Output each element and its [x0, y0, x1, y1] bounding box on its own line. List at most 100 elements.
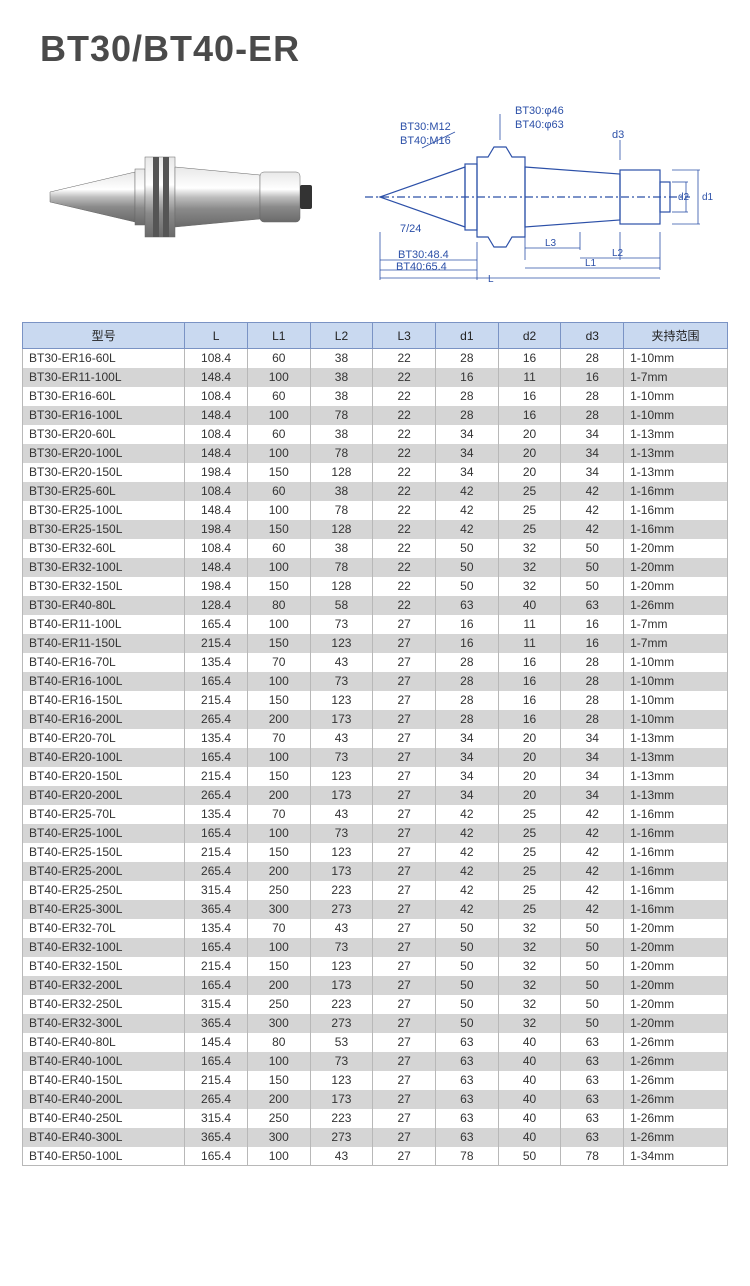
table-cell: 78: [436, 1147, 499, 1166]
table-cell: 135.4: [185, 729, 248, 748]
table-row: BT30-ER16-60L108.46038222816281-10mm: [23, 349, 728, 368]
table-cell: 60: [247, 387, 310, 406]
label-base-bt30: BT30:48.4: [398, 249, 449, 261]
table-cell: 365.4: [185, 1014, 248, 1033]
table-cell: 27: [373, 767, 436, 786]
table-cell: BT40-ER16-100L: [23, 672, 185, 691]
table-cell: 148.4: [185, 558, 248, 577]
table-cell: 150: [247, 767, 310, 786]
col-header: 型号: [23, 323, 185, 349]
label-d3: d3: [612, 129, 624, 141]
table-cell: 128.4: [185, 596, 248, 615]
table-cell: BT40-ER25-70L: [23, 805, 185, 824]
table-cell: 27: [373, 1090, 436, 1109]
table-row: BT30-ER32-100L148.410078225032501-20mm: [23, 558, 728, 577]
col-header: d3: [561, 323, 624, 349]
table-row: BT40-ER25-300L365.4300273274225421-16mm: [23, 900, 728, 919]
table-row: BT30-ER25-100L148.410078224225421-16mm: [23, 501, 728, 520]
table-cell: 365.4: [185, 1128, 248, 1147]
table-cell: 1-16mm: [624, 843, 728, 862]
table-cell: 70: [247, 729, 310, 748]
table-cell: 148.4: [185, 406, 248, 425]
table-cell: 16: [561, 615, 624, 634]
table-cell: 123: [310, 843, 373, 862]
table-cell: BT30-ER20-100L: [23, 444, 185, 463]
table-cell: 150: [247, 463, 310, 482]
table-cell: 265.4: [185, 1090, 248, 1109]
table-cell: 63: [436, 596, 499, 615]
table-cell: 25: [498, 900, 561, 919]
table-row: BT40-ER40-300L365.4300273276340631-26mm: [23, 1128, 728, 1147]
table-cell: 1-16mm: [624, 482, 728, 501]
table-cell: 123: [310, 691, 373, 710]
table-cell: 43: [310, 729, 373, 748]
label-flange-bt30: BT30:φ46: [515, 105, 564, 117]
table-cell: 27: [373, 1147, 436, 1166]
table-cell: BT40-ER16-70L: [23, 653, 185, 672]
table-cell: 42: [436, 900, 499, 919]
table-cell: 60: [247, 425, 310, 444]
table-cell: 40: [498, 1071, 561, 1090]
table-cell: 63: [561, 596, 624, 615]
table-cell: 16: [498, 710, 561, 729]
table-cell: 1-10mm: [624, 672, 728, 691]
table-cell: 50: [436, 558, 499, 577]
table-cell: 16: [498, 653, 561, 672]
table-cell: BT40-ER20-150L: [23, 767, 185, 786]
table-cell: BT40-ER32-200L: [23, 976, 185, 995]
table-cell: 38: [310, 368, 373, 387]
table-cell: 165.4: [185, 976, 248, 995]
table-cell: 38: [310, 349, 373, 368]
table-cell: BT40-ER16-150L: [23, 691, 185, 710]
table-cell: 1-20mm: [624, 938, 728, 957]
table-cell: 25: [498, 881, 561, 900]
table-cell: 38: [310, 539, 373, 558]
table-row: BT30-ER32-150L198.4150128225032501-20mm: [23, 577, 728, 596]
table-row: BT40-ER11-100L165.410073271611161-7mm: [23, 615, 728, 634]
table-cell: 28: [436, 387, 499, 406]
table-cell: 27: [373, 938, 436, 957]
table-cell: 28: [561, 406, 624, 425]
table-cell: 265.4: [185, 786, 248, 805]
table-cell: 40: [498, 596, 561, 615]
table-cell: 38: [310, 425, 373, 444]
table-cell: 27: [373, 615, 436, 634]
table-cell: 123: [310, 634, 373, 653]
table-cell: 28: [561, 691, 624, 710]
table-cell: 150: [247, 634, 310, 653]
table-row: BT40-ER25-70L135.47043274225421-16mm: [23, 805, 728, 824]
table-cell: 34: [436, 748, 499, 767]
table-cell: 315.4: [185, 881, 248, 900]
table-cell: 22: [373, 539, 436, 558]
table-cell: 78: [310, 406, 373, 425]
table-cell: 25: [498, 843, 561, 862]
table-cell: 273: [310, 1128, 373, 1147]
table-cell: 1-10mm: [624, 349, 728, 368]
table-row: BT30-ER20-60L108.46038223420341-13mm: [23, 425, 728, 444]
table-cell: 200: [247, 862, 310, 881]
table-cell: 34: [436, 729, 499, 748]
table-row: BT30-ER25-60L108.46038224225421-16mm: [23, 482, 728, 501]
table-cell: 34: [436, 425, 499, 444]
table-row: BT40-ER16-70L135.47043272816281-10mm: [23, 653, 728, 672]
table-cell: 27: [373, 710, 436, 729]
table-cell: 135.4: [185, 919, 248, 938]
table-cell: 1-16mm: [624, 881, 728, 900]
col-header: L: [185, 323, 248, 349]
table-row: BT40-ER32-70L135.47043275032501-20mm: [23, 919, 728, 938]
table-cell: 28: [436, 710, 499, 729]
table-cell: 100: [247, 615, 310, 634]
table-row: BT40-ER16-100L165.410073272816281-10mm: [23, 672, 728, 691]
table-cell: 42: [561, 824, 624, 843]
spec-table-body: BT30-ER16-60L108.46038222816281-10mm BT30…: [23, 349, 728, 1166]
table-cell: 1-13mm: [624, 729, 728, 748]
table-cell: 1-16mm: [624, 862, 728, 881]
table-cell: 250: [247, 995, 310, 1014]
table-cell: 40: [498, 1033, 561, 1052]
table-row: BT30-ER25-150L198.4150128224225421-16mm: [23, 520, 728, 539]
table-cell: 1-34mm: [624, 1147, 728, 1166]
table-cell: 27: [373, 862, 436, 881]
table-cell: BT40-ER20-70L: [23, 729, 185, 748]
table-cell: 100: [247, 824, 310, 843]
table-cell: 40: [498, 1052, 561, 1071]
